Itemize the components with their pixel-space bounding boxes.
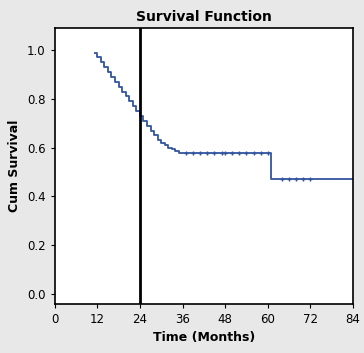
Title: Survival Function: Survival Function [136, 10, 272, 24]
X-axis label: Time (Months): Time (Months) [153, 331, 255, 344]
Y-axis label: Cum Survival: Cum Survival [8, 120, 21, 212]
